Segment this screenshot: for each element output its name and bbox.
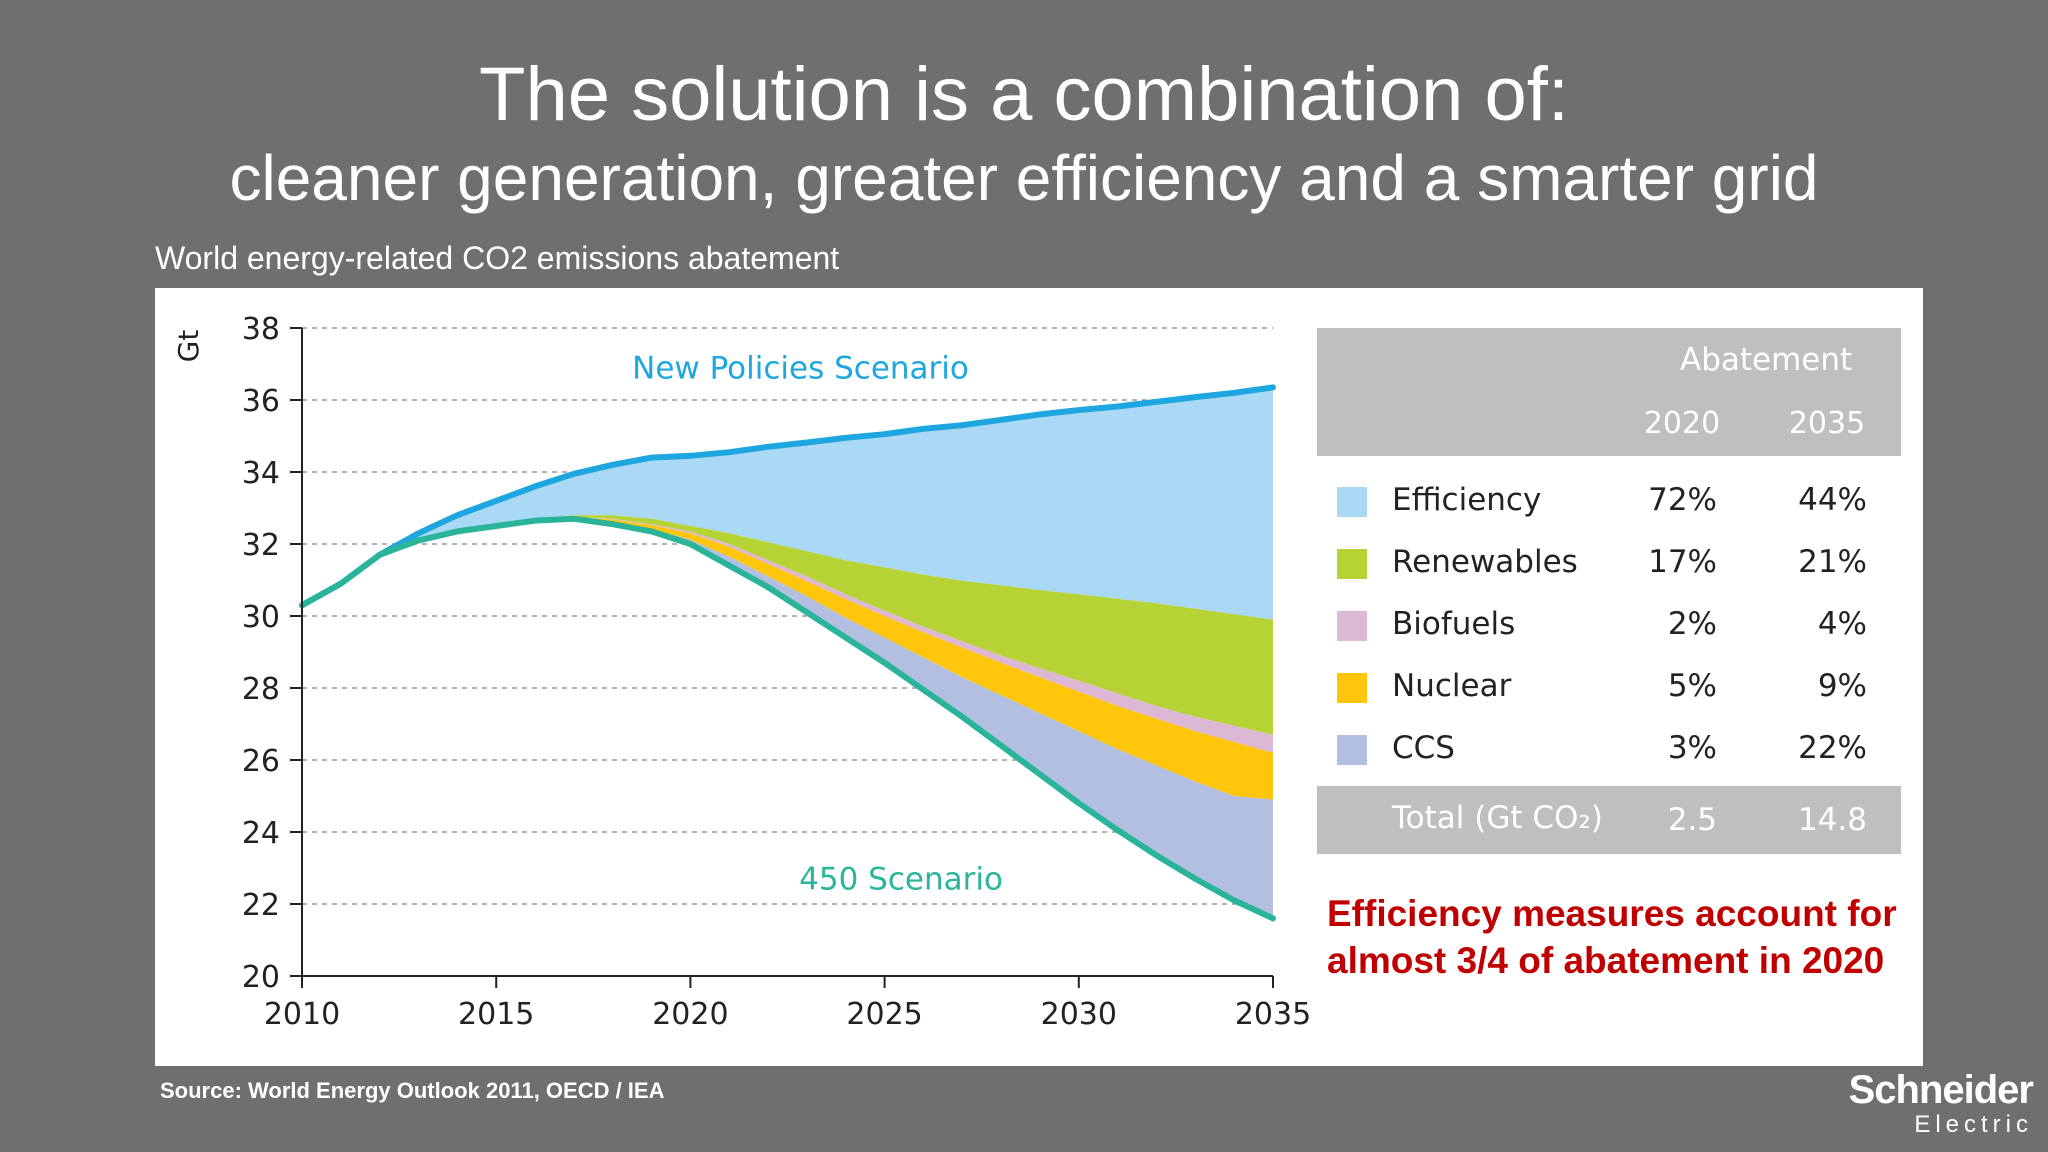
- legend-swatch: [1337, 549, 1367, 579]
- series-line-new-policies-scenario: [299, 384, 1276, 609]
- table-row-2020: 17%: [1648, 544, 1717, 580]
- annotation-new-policies-scenario: New Policies Scenario: [632, 350, 969, 386]
- y-tick-label: 32: [242, 528, 280, 563]
- y-tick-label: 26: [242, 744, 280, 779]
- legend-swatch: [1337, 735, 1367, 765]
- callout-text: Efficiency measures account for almost 3…: [1327, 893, 1897, 981]
- table-row-2035: 21%: [1798, 544, 1867, 580]
- table-year-2020: 2020: [1643, 406, 1721, 441]
- table-row-label: Renewables: [1392, 544, 1578, 580]
- y-tick-label: 22: [242, 888, 280, 923]
- table-row-biofuels: Biofuels 2% 4%: [1317, 594, 1901, 656]
- legend-swatch: [1337, 673, 1367, 703]
- y-tick-label: 34: [242, 456, 280, 491]
- table-row-2035: 4%: [1817, 606, 1867, 642]
- table-header: Abatement 2020 2035: [1317, 328, 1901, 456]
- table-row-efficiency: Efficiency 72% 44%: [1317, 470, 1901, 532]
- x-tick-label: 2020: [652, 997, 728, 1032]
- logo-line1: Schneider: [1848, 1068, 2034, 1112]
- table-row-2035: 44%: [1798, 482, 1867, 518]
- x-tick-label: 2030: [1041, 997, 1117, 1032]
- series-line-450-scenario: [299, 515, 1276, 922]
- band-nuclear: [302, 517, 1273, 800]
- table-row-2035: 9%: [1817, 668, 1867, 704]
- table-header-title: Abatement: [1680, 342, 1853, 378]
- band-efficiency: [302, 387, 1273, 620]
- table-row-2020: 2%: [1667, 606, 1717, 642]
- table-body: Efficiency 72% 44% Renewables 17% 21% Biofuels…: [1317, 470, 1901, 780]
- logo-line2: Electric: [1914, 1111, 2033, 1138]
- slide-subtitle: cleaner generation, greater efficiency a…: [229, 142, 1819, 214]
- x-tick-label: 2010: [264, 997, 340, 1032]
- y-tick-label: 24: [242, 816, 280, 851]
- table-total-2035: 14.8: [1797, 802, 1867, 838]
- table-row-label: Efficiency: [1392, 482, 1542, 518]
- y-tick-label: 30: [242, 600, 280, 635]
- table-row-ccs: CCS 3% 22%: [1317, 718, 1901, 780]
- y-tick-label: 38: [242, 312, 280, 347]
- emissions-chart: 20 22 24 26 28 30 32 34 36 38 2010 2015 2020 2025 2030…: [172, 312, 1311, 1032]
- band-renewables: [302, 515, 1273, 735]
- table-total-label: Total (Gt CO₂): [1392, 800, 1603, 836]
- table-row-2020: 5%: [1667, 668, 1717, 704]
- table-total-row: Total (Gt CO₂) 2.5 14.8: [1317, 786, 1901, 854]
- chart-panel: 20 22 24 26 28 30 32 34 36 38 2010 2015 2020 2025 2030…: [155, 288, 1923, 1066]
- y-tick-label: 36: [242, 384, 280, 419]
- slide-title: The solution is a combination of:: [479, 52, 1569, 137]
- table-row-label: Biofuels: [1392, 606, 1516, 642]
- y-axis-label: Gt: [172, 330, 205, 363]
- table-row-2035: 22%: [1798, 730, 1867, 766]
- table-year-2035: 2035: [1788, 406, 1866, 441]
- abatement-table: Abatement 2020 2035 Efficiency 72% 44% Rene…: [1317, 328, 1901, 854]
- table-row-label: Nuclear: [1392, 668, 1512, 704]
- x-tick-label: 2035: [1235, 997, 1311, 1032]
- chart-caption: World energy-related CO2 emissions abate…: [155, 240, 840, 276]
- y-tick-label: 28: [242, 672, 280, 707]
- table-row-renewables: Renewables 17% 21%: [1317, 532, 1901, 594]
- table-row-label: CCS: [1392, 730, 1455, 766]
- table-row-nuclear: Nuclear 5% 9%: [1317, 656, 1901, 718]
- annotation-450-scenario: 450 Scenario: [799, 862, 1003, 898]
- legend-swatch: [1337, 487, 1367, 517]
- x-tick-label: 2025: [846, 997, 922, 1032]
- y-tick-label: 20: [242, 960, 280, 995]
- source-text: Source: World Energy Outlook 2011, OECD …: [160, 1078, 665, 1103]
- table-row-2020: 72%: [1648, 482, 1717, 518]
- company-logo: Schneider Electric: [1818, 1068, 2034, 1140]
- table-total-2020: 2.5: [1667, 802, 1717, 838]
- x-tick-label: 2015: [458, 997, 534, 1032]
- table-row-2020: 3%: [1667, 730, 1717, 766]
- legend-swatch: [1337, 611, 1367, 641]
